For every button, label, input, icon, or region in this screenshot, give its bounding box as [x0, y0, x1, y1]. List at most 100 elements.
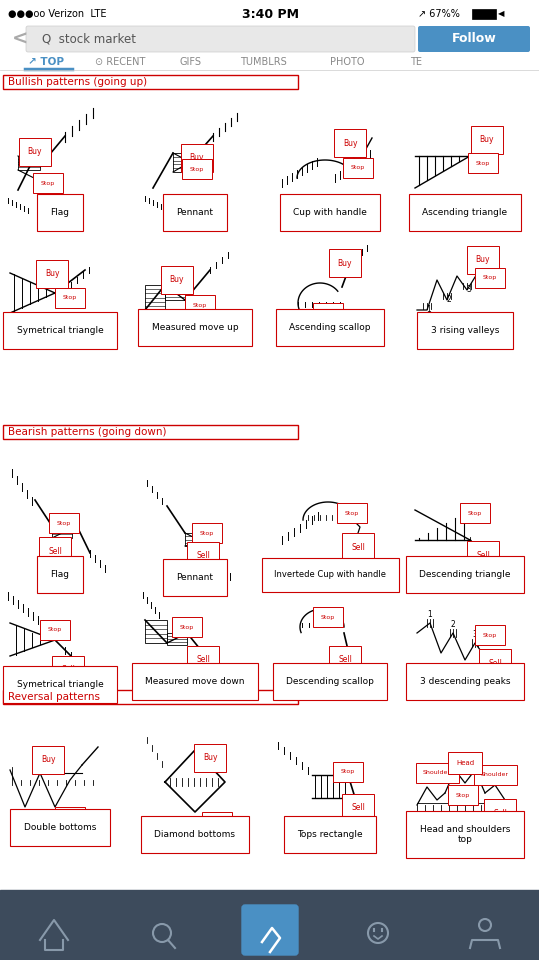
Text: Descending triangle: Descending triangle	[419, 570, 511, 579]
Text: Buy: Buy	[27, 148, 42, 156]
Text: Shoulder: Shoulder	[423, 771, 451, 776]
Text: Buy: Buy	[41, 756, 56, 764]
Bar	[145, 620, 167, 643]
Text: Sell: Sell	[493, 808, 507, 818]
Text: Sell: Sell	[196, 551, 210, 561]
Text: PHOTO: PHOTO	[330, 57, 364, 67]
Text: Sell: Sell	[196, 656, 210, 664]
Text: Stop: Stop	[57, 520, 71, 525]
Text: Ascending triangle: Ascending triangle	[423, 208, 508, 217]
Bar	[18, 156, 40, 170]
Text: Buy: Buy	[203, 754, 217, 762]
Text: ↗ TOP: ↗ TOP	[28, 57, 64, 67]
FancyBboxPatch shape	[472, 9, 496, 19]
Text: Sell: Sell	[338, 656, 352, 664]
Text: Buy: Buy	[170, 276, 184, 284]
FancyBboxPatch shape	[3, 690, 298, 704]
Text: Flag: Flag	[51, 570, 70, 579]
Text: Follow: Follow	[452, 33, 496, 45]
FancyBboxPatch shape	[242, 905, 298, 955]
Bar	[173, 153, 190, 172]
Text: Stop: Stop	[180, 625, 194, 630]
Text: Measured move up: Measured move up	[151, 323, 238, 332]
Text: Bullish patterns (going up): Bullish patterns (going up)	[8, 77, 147, 87]
Text: Stop: Stop	[48, 628, 62, 633]
Text: Buy: Buy	[343, 138, 357, 148]
Text: GIFS: GIFS	[180, 57, 202, 67]
Text: Stop: Stop	[63, 296, 77, 300]
Text: Stop: Stop	[468, 511, 482, 516]
Text: Stop: Stop	[483, 276, 497, 280]
Text: 3: 3	[473, 630, 478, 639]
Text: Bearish patterns (going down): Bearish patterns (going down)	[8, 427, 167, 437]
Text: TUMBLRS: TUMBLRS	[240, 57, 287, 67]
Text: Sell: Sell	[476, 550, 490, 560]
Bar	[145, 285, 165, 310]
Bar	[165, 285, 185, 300]
Text: Symetrical triangle: Symetrical triangle	[17, 326, 103, 335]
Text: Head: Head	[456, 760, 474, 766]
Text: Head and shoulders
top: Head and shoulders top	[420, 825, 510, 845]
Text: Shoulder: Shoulder	[481, 773, 509, 778]
Text: Tops rectangle: Tops rectangle	[297, 830, 363, 839]
Text: Stop: Stop	[321, 614, 335, 619]
Text: Ascending scallop: Ascending scallop	[289, 323, 371, 332]
Text: 1: 1	[427, 305, 431, 314]
Text: ↗ 67%%: ↗ 67%%	[418, 9, 460, 19]
Text: Flag: Flag	[51, 208, 70, 217]
Text: Stop: Stop	[456, 793, 470, 798]
Text: Buy: Buy	[190, 154, 204, 162]
Text: Stop: Stop	[41, 180, 55, 185]
FancyBboxPatch shape	[3, 75, 298, 89]
FancyBboxPatch shape	[418, 26, 530, 52]
Text: Double bottoms: Double bottoms	[24, 823, 96, 832]
Text: Stop: Stop	[345, 511, 359, 516]
Text: Reversal patterns: Reversal patterns	[8, 692, 100, 702]
Text: 3 rising valleys: 3 rising valleys	[431, 326, 499, 335]
Text: Stop: Stop	[341, 770, 355, 775]
Text: Invertede Cup with handle: Invertede Cup with handle	[274, 570, 386, 579]
Text: Descending scallop: Descending scallop	[286, 677, 374, 686]
Text: Measured move down: Measured move down	[145, 677, 245, 686]
Text: 3: 3	[467, 285, 472, 294]
Text: 1: 1	[427, 610, 432, 619]
Text: Stop: Stop	[210, 820, 224, 825]
Text: Stop: Stop	[483, 633, 497, 637]
Text: ⊙ RECENT: ⊙ RECENT	[95, 57, 146, 67]
Text: <: <	[12, 30, 29, 49]
Text: Sell: Sell	[351, 542, 365, 551]
Text: Buy: Buy	[480, 135, 494, 145]
Text: 3:40 PM: 3:40 PM	[241, 8, 299, 20]
Text: Symetrical triangle: Symetrical triangle	[17, 680, 103, 689]
Text: ●●●oo Verizon  LTE: ●●●oo Verizon LTE	[8, 9, 107, 19]
Bar	[167, 633, 187, 645]
Text: Stop: Stop	[321, 310, 335, 316]
Text: Sell: Sell	[61, 665, 75, 675]
Text: Sell: Sell	[48, 546, 62, 556]
Text: Buy: Buy	[45, 270, 59, 278]
FancyBboxPatch shape	[0, 890, 539, 960]
Text: Sell: Sell	[488, 659, 502, 667]
Text: Stop: Stop	[193, 302, 207, 307]
FancyBboxPatch shape	[3, 425, 298, 439]
Text: 3 descending peaks: 3 descending peaks	[420, 677, 510, 686]
Text: ◀: ◀	[498, 10, 505, 18]
Text: Stop: Stop	[200, 531, 214, 536]
Text: Q  stock market: Q stock market	[42, 33, 136, 45]
Bar	[185, 533, 203, 546]
Text: 2: 2	[451, 620, 455, 629]
Bar	[52, 516, 72, 538]
Text: Pennant: Pennant	[176, 573, 213, 582]
Text: Stop: Stop	[476, 160, 490, 165]
Text: Stop: Stop	[190, 166, 204, 172]
Text: Sell: Sell	[351, 804, 365, 812]
Text: Stop: Stop	[63, 814, 77, 820]
Text: Cup with handle: Cup with handle	[293, 208, 367, 217]
FancyBboxPatch shape	[26, 26, 415, 52]
Text: Pennant: Pennant	[176, 208, 213, 217]
Text: Diamond bottoms: Diamond bottoms	[155, 830, 236, 839]
Text: Buy: Buy	[338, 258, 353, 268]
Text: Stop: Stop	[351, 165, 365, 171]
Text: 2: 2	[447, 295, 451, 304]
Text: TE: TE	[410, 57, 422, 67]
